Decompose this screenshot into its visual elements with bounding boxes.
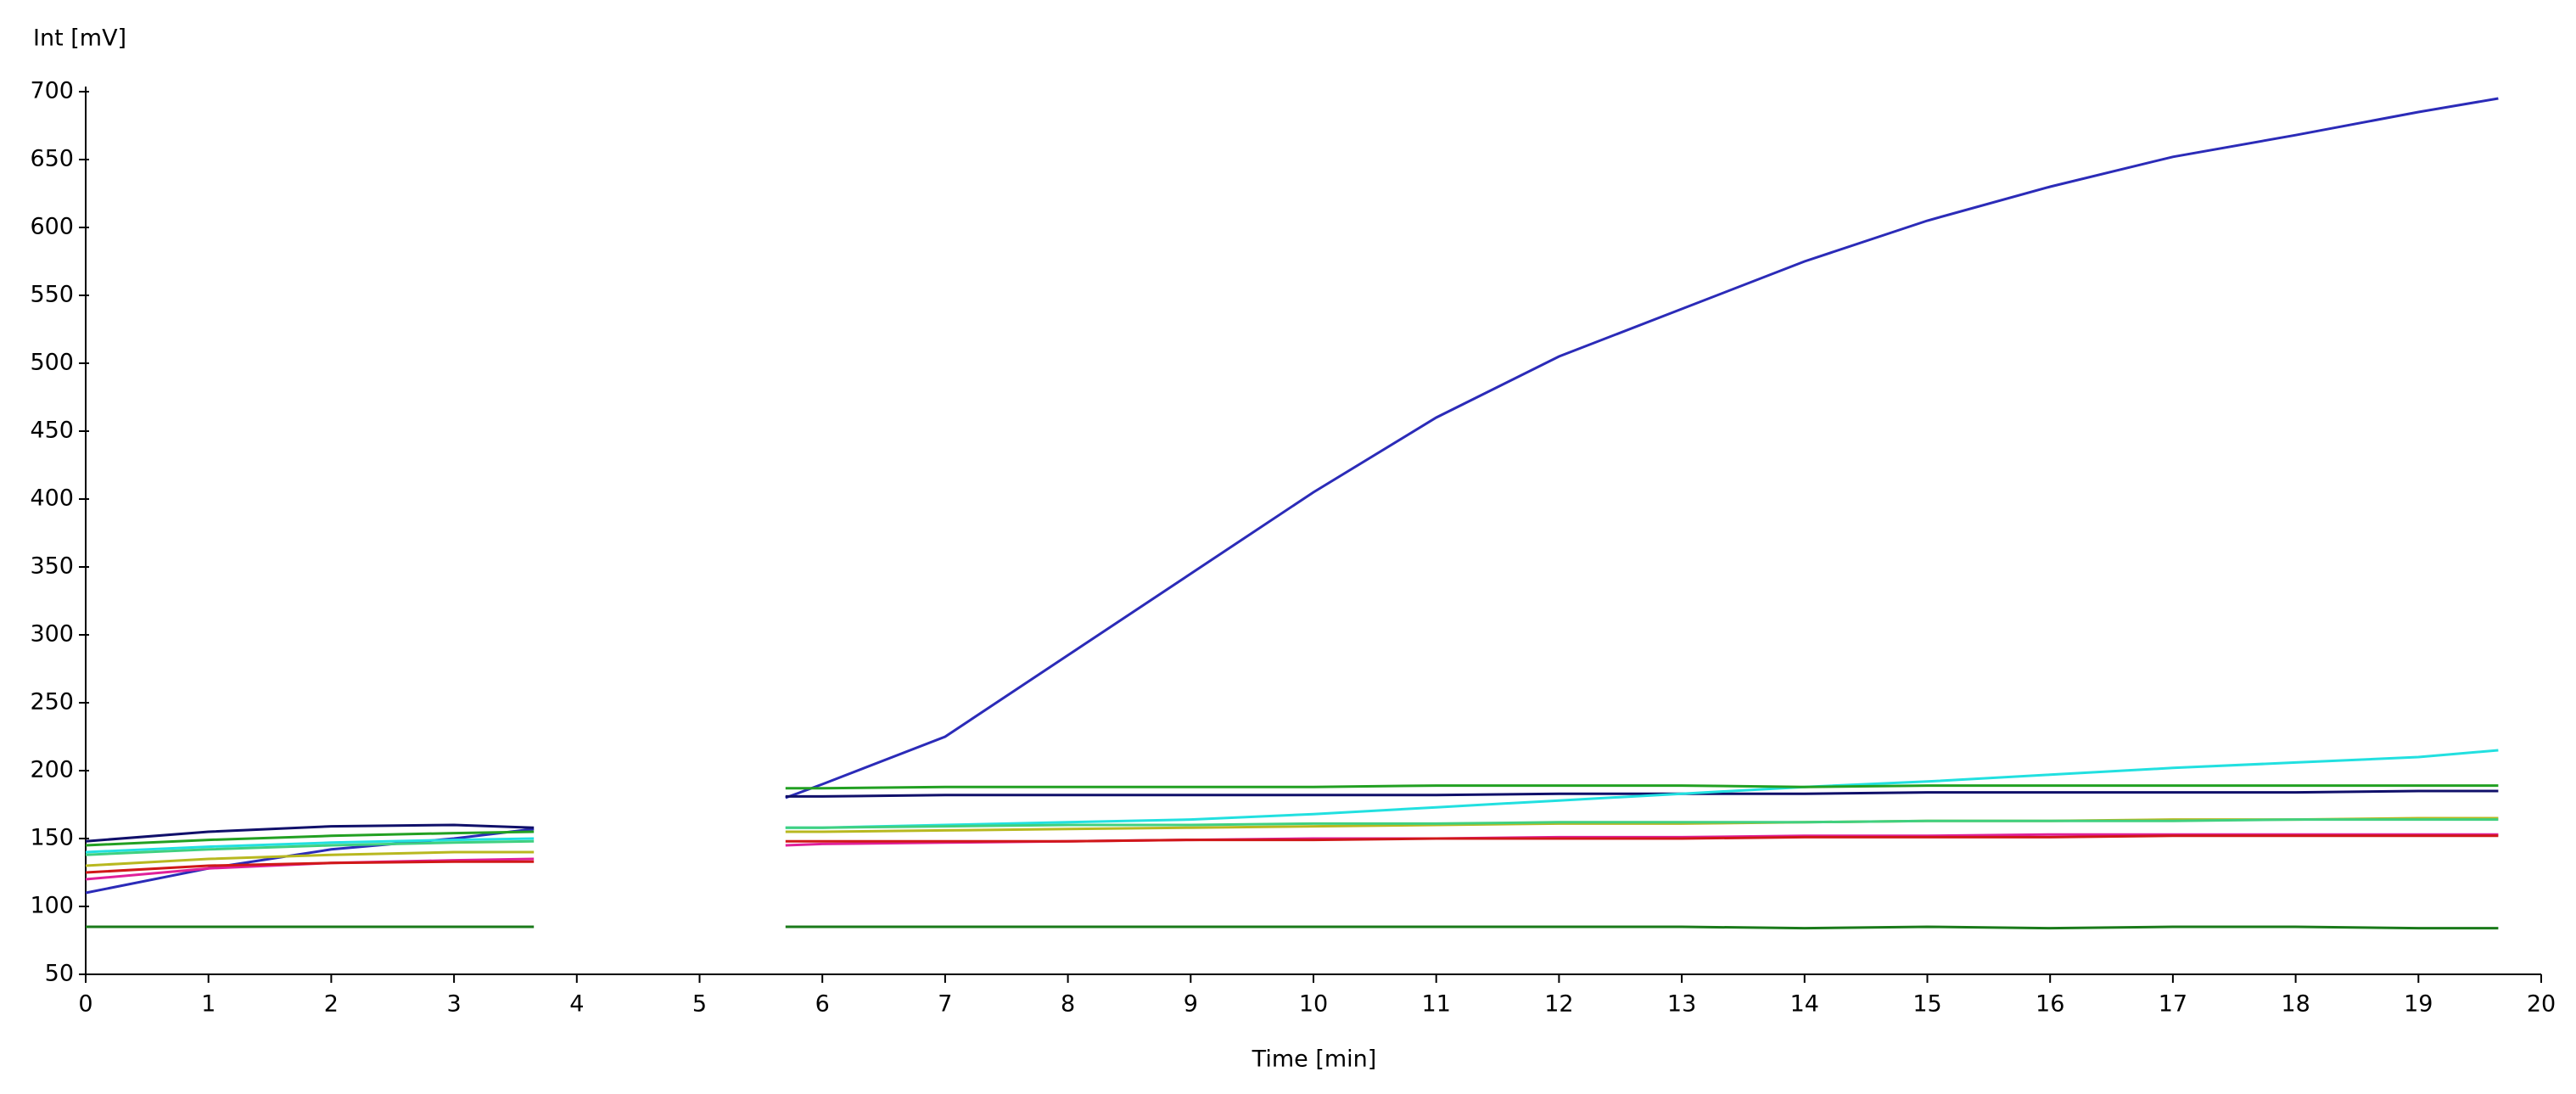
x-tick-label: 2 — [324, 991, 339, 1018]
x-tick-label: 14 — [1790, 991, 1819, 1018]
x-tick-label: 10 — [1299, 991, 1328, 1018]
x-tick-label: 15 — [1912, 991, 1941, 1018]
x-tick-label: 7 — [938, 991, 952, 1018]
x-tick-label: 6 — [815, 991, 830, 1018]
y-tick-label: 200 — [30, 757, 74, 783]
y-tick-label: 400 — [30, 485, 74, 512]
x-axis-title: Time [min] — [1252, 1046, 1377, 1073]
y-tick-label: 150 — [30, 825, 74, 851]
y-tick-label: 250 — [30, 689, 74, 715]
x-tick-label: 4 — [569, 991, 584, 1018]
x-tick-label: 13 — [1667, 991, 1696, 1018]
data-line — [85, 97, 2499, 895]
y-tick-label: 700 — [30, 78, 74, 104]
x-tick-label: 17 — [2159, 991, 2187, 1018]
x-tick-label: 3 — [447, 991, 462, 1018]
x-tick-label: 9 — [1184, 991, 1198, 1018]
data-line — [85, 834, 2499, 874]
y-tick-label: 300 — [30, 621, 74, 648]
data-line — [86, 925, 2499, 930]
y-axis-title: Int [mV] — [33, 25, 126, 52]
y-tick-label: 100 — [30, 893, 74, 919]
x-tick-label: 11 — [1422, 991, 1451, 1018]
data-line — [85, 789, 2499, 843]
x-tick-label: 8 — [1061, 991, 1075, 1018]
x-tick-label: 12 — [1544, 991, 1573, 1018]
x-tick-label: 1 — [201, 991, 216, 1018]
x-tick-label: 5 — [692, 991, 707, 1018]
x-tick-label: 18 — [2281, 991, 2310, 1018]
data-line — [85, 818, 2499, 856]
data-line — [85, 749, 2499, 854]
x-tick-label: 16 — [2036, 991, 2064, 1018]
y-tick-label: 350 — [30, 553, 74, 580]
y-tick-label: 550 — [30, 282, 74, 308]
y-tick-label: 450 — [30, 418, 74, 444]
y-tick-label: 650 — [30, 146, 74, 172]
y-tick-label: 500 — [30, 350, 74, 376]
x-tick-label: 19 — [2404, 991, 2433, 1018]
x-tick-label: 20 — [2527, 991, 2556, 1018]
y-tick-label: 50 — [45, 961, 74, 987]
data-line — [85, 784, 2499, 847]
y-tick-label: 600 — [30, 214, 74, 240]
x-tick-label: 0 — [78, 991, 92, 1018]
